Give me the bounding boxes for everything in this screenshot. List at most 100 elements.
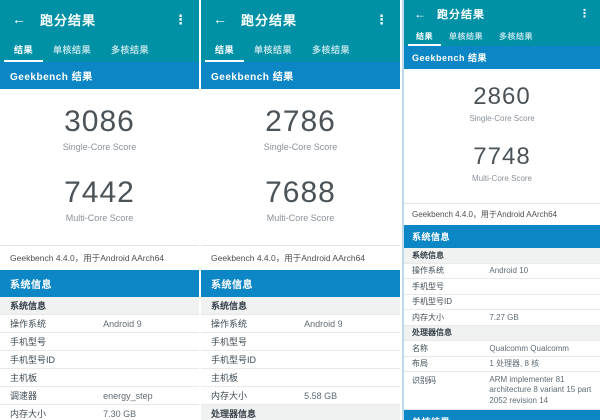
section-header-system-info: 系统信息 bbox=[201, 270, 400, 297]
tab-results[interactable]: 结果 bbox=[408, 28, 441, 46]
row-label: 内存大小 bbox=[10, 409, 47, 419]
row-label: 操作系统 bbox=[211, 319, 248, 329]
app-bar: ← 跑分结果 ⋮ bbox=[0, 0, 199, 38]
app-bar: ← 跑分结果 ⋮ bbox=[201, 0, 400, 38]
row-system-info: 系统信息 bbox=[0, 297, 199, 315]
row-value: 1 处理器, 8 核 bbox=[489, 359, 540, 369]
system-info-table: 系统信息 操作系统 Android 9 手机型号 手机型号ID 主机板 内存大小 5… bbox=[201, 297, 400, 420]
row-phone-model: 手机型号 bbox=[0, 333, 199, 351]
version-line: Geekbench 4.4.0，用于Android AArch64 bbox=[404, 203, 600, 225]
tab-multi-core-results[interactable]: 多核结果 bbox=[111, 44, 150, 55]
row-processor-info: 处理器信息 bbox=[404, 325, 600, 341]
section-header-single-core-results: 单核结果 bbox=[404, 410, 600, 420]
page-title: 跑分结果 bbox=[40, 12, 97, 28]
row-label: 系统信息 bbox=[10, 301, 47, 311]
row-label: 名称 bbox=[412, 343, 428, 353]
multi-core-score: 7748 bbox=[473, 143, 531, 170]
multi-core-score-label: Multi-Core Score bbox=[65, 213, 134, 223]
section-header-geekbench: Geekbench 结果 bbox=[0, 62, 199, 89]
single-core-group: 3086 Single-Core Score bbox=[0, 105, 199, 152]
single-core-group: 2786 Single-Core Score bbox=[201, 105, 400, 152]
row-operating-system: 操作系统 Android 9 bbox=[201, 315, 400, 333]
row-memory-size: 内存大小 7.30 GB bbox=[0, 405, 199, 420]
row-motherboard: 主机板 bbox=[0, 369, 199, 387]
row-label: 处理器信息 bbox=[211, 409, 257, 419]
row-label: 内存大小 bbox=[412, 312, 444, 322]
single-core-score-label: Single-Core Score bbox=[469, 114, 535, 123]
row-governor: 调速器 energy_step bbox=[0, 387, 199, 405]
tab-bar: 结果 单核结果 多核结果 bbox=[201, 38, 400, 62]
score-block: 3086 Single-Core Score 7442 Multi-Core S… bbox=[0, 89, 199, 245]
row-phone-model-id: 手机型号ID bbox=[201, 351, 400, 369]
section-header-geekbench: Geekbench 结果 bbox=[404, 46, 600, 69]
section-header-system-info: 系统信息 bbox=[0, 270, 199, 297]
row-label: 处理器信息 bbox=[412, 328, 452, 338]
tab-results[interactable]: 结果 bbox=[205, 38, 245, 62]
row-topology: 布局 1 处理器, 8 核 bbox=[404, 356, 600, 372]
multi-core-group: 7442 Multi-Core Score bbox=[0, 176, 199, 223]
row-value: 7.30 GB bbox=[103, 408, 137, 419]
single-core-group: 2860 Single-Core Score bbox=[404, 83, 600, 123]
row-motherboard: 主机板 bbox=[201, 369, 400, 387]
multi-core-score: 7442 bbox=[64, 176, 135, 209]
row-processor-name: 名称 Qualcomm Qualcomm bbox=[404, 341, 600, 357]
row-value: Android 9 bbox=[304, 318, 343, 329]
overflow-menu-icon[interactable]: ⋮ bbox=[375, 11, 388, 27]
multi-core-score-label: Multi-Core Score bbox=[471, 174, 532, 183]
tab-single-core-results[interactable]: 单核结果 bbox=[449, 31, 483, 41]
row-value: Qualcomm Qualcomm bbox=[489, 343, 569, 353]
row-value: Android 10 bbox=[489, 266, 529, 276]
row-memory-size: 内存大小 5.58 GB bbox=[201, 387, 400, 405]
row-label: 操作系统 bbox=[10, 319, 47, 329]
version-line: Geekbench 4.4.0，用于Android AArch64 bbox=[0, 245, 199, 270]
row-label: 布局 bbox=[412, 359, 428, 369]
row-label: 系统信息 bbox=[211, 301, 248, 311]
row-value: 5.58 GB bbox=[304, 390, 338, 401]
overflow-menu-icon[interactable]: ⋮ bbox=[579, 7, 590, 20]
row-label: 系统信息 bbox=[412, 250, 444, 260]
single-core-score-label: Single-Core Score bbox=[263, 142, 338, 152]
row-label: 手机型号ID bbox=[10, 355, 56, 365]
system-info-table: 系统信息 操作系统 Android 10 手机型号 手机型号ID 内存大小 7.27… bbox=[404, 248, 600, 411]
row-label: 调速器 bbox=[10, 391, 38, 401]
multi-core-group: 7688 Multi-Core Score bbox=[201, 176, 400, 223]
tab-results[interactable]: 结果 bbox=[4, 38, 44, 62]
single-core-score-label: Single-Core Score bbox=[62, 142, 137, 152]
multi-core-score-label: Multi-Core Score bbox=[266, 213, 335, 223]
phone-screenshot-3: ← 跑分结果 ⋮ 结果 单核结果 多核结果 Geekbench 结果 2860 … bbox=[402, 0, 600, 420]
tab-multi-core-results[interactable]: 多核结果 bbox=[499, 31, 533, 41]
tab-multi-core-results[interactable]: 多核结果 bbox=[312, 44, 351, 55]
system-info-table: 系统信息 操作系统 Android 9 手机型号 手机型号ID 主机板 调速器 en… bbox=[0, 297, 199, 420]
app-bar: ← 跑分结果 ⋮ bbox=[404, 0, 600, 28]
row-system-info: 系统信息 bbox=[404, 248, 600, 264]
single-core-score: 2860 bbox=[473, 83, 531, 110]
section-header-geekbench: Geekbench 结果 bbox=[201, 62, 400, 89]
row-label: 手机型号 bbox=[10, 337, 47, 347]
row-phone-model-id: 手机型号ID bbox=[0, 351, 199, 369]
row-memory-size: 内存大小 7.27 GB bbox=[404, 310, 600, 326]
row-label: 主机板 bbox=[211, 373, 239, 383]
back-arrow-icon[interactable]: ← bbox=[12, 11, 26, 27]
row-processor-info: 处理器信息 bbox=[201, 405, 400, 420]
row-value: 7.27 GB bbox=[489, 312, 519, 322]
back-arrow-icon[interactable]: ← bbox=[414, 7, 426, 21]
tab-single-core-results[interactable]: 单核结果 bbox=[53, 44, 92, 55]
multi-core-group: 7748 Multi-Core Score bbox=[404, 143, 600, 183]
row-label: 手机型号 bbox=[412, 281, 444, 291]
overflow-menu-icon[interactable]: ⋮ bbox=[174, 11, 187, 27]
row-operating-system: 操作系统 Android 10 bbox=[404, 263, 600, 279]
row-identifier: 识别码 ARM implementer 81 architecture 8 var… bbox=[404, 372, 600, 411]
row-value: Android 9 bbox=[103, 318, 142, 329]
tab-single-core-results[interactable]: 单核结果 bbox=[254, 44, 293, 55]
multi-core-score: 7688 bbox=[265, 176, 336, 209]
row-label: 手机型号ID bbox=[211, 355, 257, 365]
section-header-system-info: 系统信息 bbox=[404, 225, 600, 248]
row-value: energy_step bbox=[103, 390, 153, 401]
page-title: 跑分结果 bbox=[437, 9, 485, 21]
row-label: 主机板 bbox=[10, 373, 38, 383]
back-arrow-icon[interactable]: ← bbox=[213, 11, 227, 27]
row-label: 识别码 bbox=[412, 376, 436, 385]
tab-bar: 结果 单核结果 多核结果 bbox=[404, 28, 600, 46]
row-phone-model-id: 手机型号ID bbox=[404, 294, 600, 310]
